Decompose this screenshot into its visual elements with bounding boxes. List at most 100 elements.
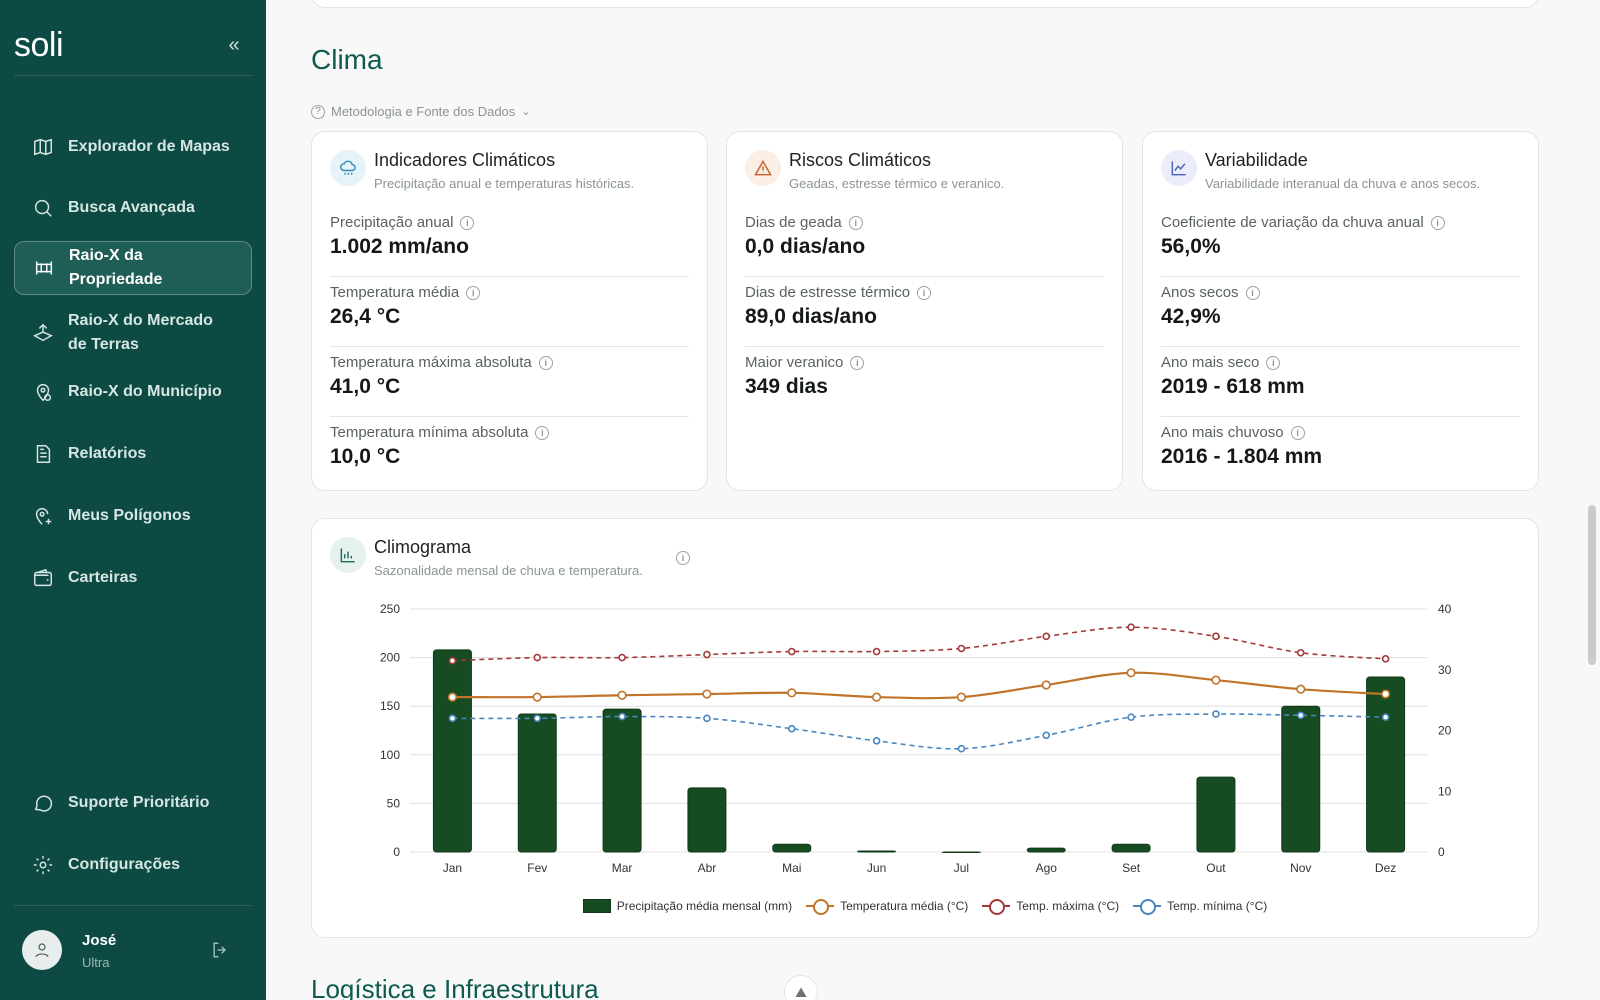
y-right-tick-label: 10 — [1438, 784, 1452, 798]
info-icon[interactable]: i — [676, 551, 690, 565]
map-icon — [34, 138, 52, 156]
metric-label: Anos secos — [1161, 284, 1239, 301]
double-chevron-left-icon[interactable]: « — [228, 34, 240, 56]
data-point — [1212, 632, 1220, 641]
scrollbar[interactable] — [1588, 505, 1596, 665]
info-icon[interactable]: i — [535, 425, 550, 440]
y-left-tick-label: 50 — [387, 796, 401, 810]
info-icon[interactable]: i — [1245, 285, 1260, 300]
methodology-label: Metodologia e Fonte dos Dados — [331, 104, 516, 119]
data-point — [1381, 713, 1390, 721]
card-title: Climograma — [374, 537, 472, 557]
info-icon[interactable]: i — [917, 285, 932, 300]
metric-divider — [745, 276, 1104, 277]
metric-label: Temperatura máxima absoluta — [330, 354, 532, 371]
data-point — [532, 692, 542, 702]
sidebar-item-raio-x-do-mercado-de-terras[interactable]: Raio-X do Mercado de Terras — [14, 306, 252, 360]
polygon-pin-icon — [35, 508, 52, 525]
metric-ano-mais-chuvoso: Ano mais chuvoso i 2016 - 1.804 mm — [1161, 424, 1520, 469]
bar — [517, 713, 557, 853]
bar — [1281, 705, 1321, 853]
sidebar-item-configuracoes[interactable]: Configurações — [14, 845, 252, 885]
legend-item-temp-minima[interactable]: Temp. mínima (°C) — [1133, 899, 1267, 915]
data-point — [618, 712, 626, 721]
metric-maior-veranico: Maior veranico i 349 dias — [745, 354, 1104, 399]
data-point — [1296, 711, 1305, 720]
sidebar-item-raio-x-do-municipio[interactable]: Raio-X do Município — [14, 372, 252, 412]
sidebar-item-meus-poligonos[interactable]: Meus Polígonos — [14, 496, 252, 536]
app-logo[interactable]: soli — [14, 26, 64, 64]
sidebar-item-explorador-de-mapas[interactable]: Explorador de Mapas — [14, 127, 252, 167]
metric-value: 56,0% — [1161, 235, 1221, 258]
municipality-pin-icon — [36, 384, 52, 402]
sidebar-item-label: Configurações — [68, 856, 181, 873]
info-icon[interactable]: i — [850, 355, 865, 370]
x-tick-label: Fev — [527, 861, 547, 875]
y-left-tick-label: 100 — [380, 748, 400, 762]
metric-dias-de-geada: Dias de geada i 0,0 dias/ano — [745, 214, 1104, 259]
bar — [432, 649, 472, 853]
search-icon — [34, 199, 52, 217]
data-point — [1381, 655, 1390, 663]
legend-swatch — [1133, 899, 1162, 915]
bar — [772, 843, 812, 853]
sidebar-item-busca-avancada[interactable]: Busca Avançada — [14, 188, 252, 228]
y-right-tick-label: 20 — [1438, 724, 1452, 738]
data-point — [448, 656, 457, 665]
x-tick-label: Mar — [612, 861, 633, 875]
metric-label: Dias de geada — [745, 214, 842, 231]
x-tick-label: Jul — [954, 861, 969, 875]
metric-label: Precipitação anual — [330, 214, 454, 231]
data-point — [872, 647, 881, 656]
metric-label: Ano mais chuvoso — [1161, 424, 1284, 441]
card-title: Indicadores Climáticos — [374, 150, 556, 170]
sidebar-item-raio-x-da-propriedade[interactable]: Raio-X da Propriedade — [14, 241, 252, 295]
metric-value: 0,0 dias/ano — [745, 235, 866, 258]
info-icon[interactable]: i — [460, 215, 475, 230]
y-right-tick-label: 0 — [1438, 845, 1445, 859]
metric-label: Temperatura média — [330, 284, 460, 301]
x-tick-label: Jun — [867, 861, 886, 875]
metric-label: Coeficiente de variação da chuva anual — [1161, 214, 1424, 231]
info-icon[interactable]: i — [1266, 355, 1281, 370]
sidebar-item-suporte-prioritario[interactable]: Suporte Prioritário — [14, 783, 252, 823]
methodology-toggle[interactable]: ? Metodologia e Fonte dos Dados ⌄ — [311, 104, 531, 119]
info-icon[interactable]: i — [538, 355, 553, 370]
card-subtitle: Variabilidade interanual da chuva e anos… — [1205, 176, 1481, 191]
metric-divider — [1161, 346, 1520, 347]
sidebar-item-carteiras[interactable]: Carteiras — [14, 558, 252, 598]
metric-divider — [745, 346, 1104, 347]
metric-temperatura-maxima: Temperatura máxima absoluta i 41,0 °C — [330, 354, 689, 399]
sidebar-item-relatorios[interactable]: Relatórios — [14, 434, 252, 474]
data-point — [787, 647, 796, 656]
info-icon[interactable]: i — [1290, 425, 1305, 440]
bar — [1026, 847, 1066, 853]
x-tick-label: Jan — [443, 861, 462, 875]
warning-triangle-icon — [745, 150, 781, 186]
logout-button[interactable] — [210, 940, 232, 962]
data-point — [533, 714, 542, 723]
y-left-tick-label: 0 — [393, 845, 400, 859]
data-point — [957, 644, 966, 653]
sidebar-item-label: Busca Avançada — [68, 199, 195, 216]
wallet-icon — [34, 568, 52, 587]
info-icon[interactable]: i — [1430, 215, 1445, 230]
bar — [602, 708, 642, 853]
metric-divider — [330, 276, 689, 277]
y-left-tick-label: 200 — [380, 651, 400, 665]
legend-item-temp-maxima[interactable]: Temp. máxima (°C) — [982, 899, 1119, 915]
legend-label: Temperatura média (°C) — [840, 899, 969, 913]
floating-action-button[interactable]: ⛰ — [784, 975, 818, 1000]
avatar[interactable] — [22, 930, 62, 970]
info-icon[interactable]: i — [848, 215, 863, 230]
legend-item-temperatura-media[interactable]: Temperatura média (°C) — [806, 899, 969, 915]
data-point — [1042, 632, 1051, 641]
legend-item-precipitacao[interactable]: Precipitação média mensal (mm) — [582, 899, 792, 913]
data-point — [447, 692, 458, 702]
info-icon[interactable]: i — [466, 285, 481, 300]
climate-indicators-card: Indicadores Climáticos Precipitação anua… — [311, 131, 708, 491]
metric-value: 2016 - 1.804 mm — [1161, 445, 1323, 468]
metric-coeficiente-de-variacao: Coeficiente de variação da chuva anual i … — [1161, 214, 1520, 259]
sidebar-item-label: Raio-X do Município — [68, 383, 222, 400]
data-point — [448, 714, 457, 723]
